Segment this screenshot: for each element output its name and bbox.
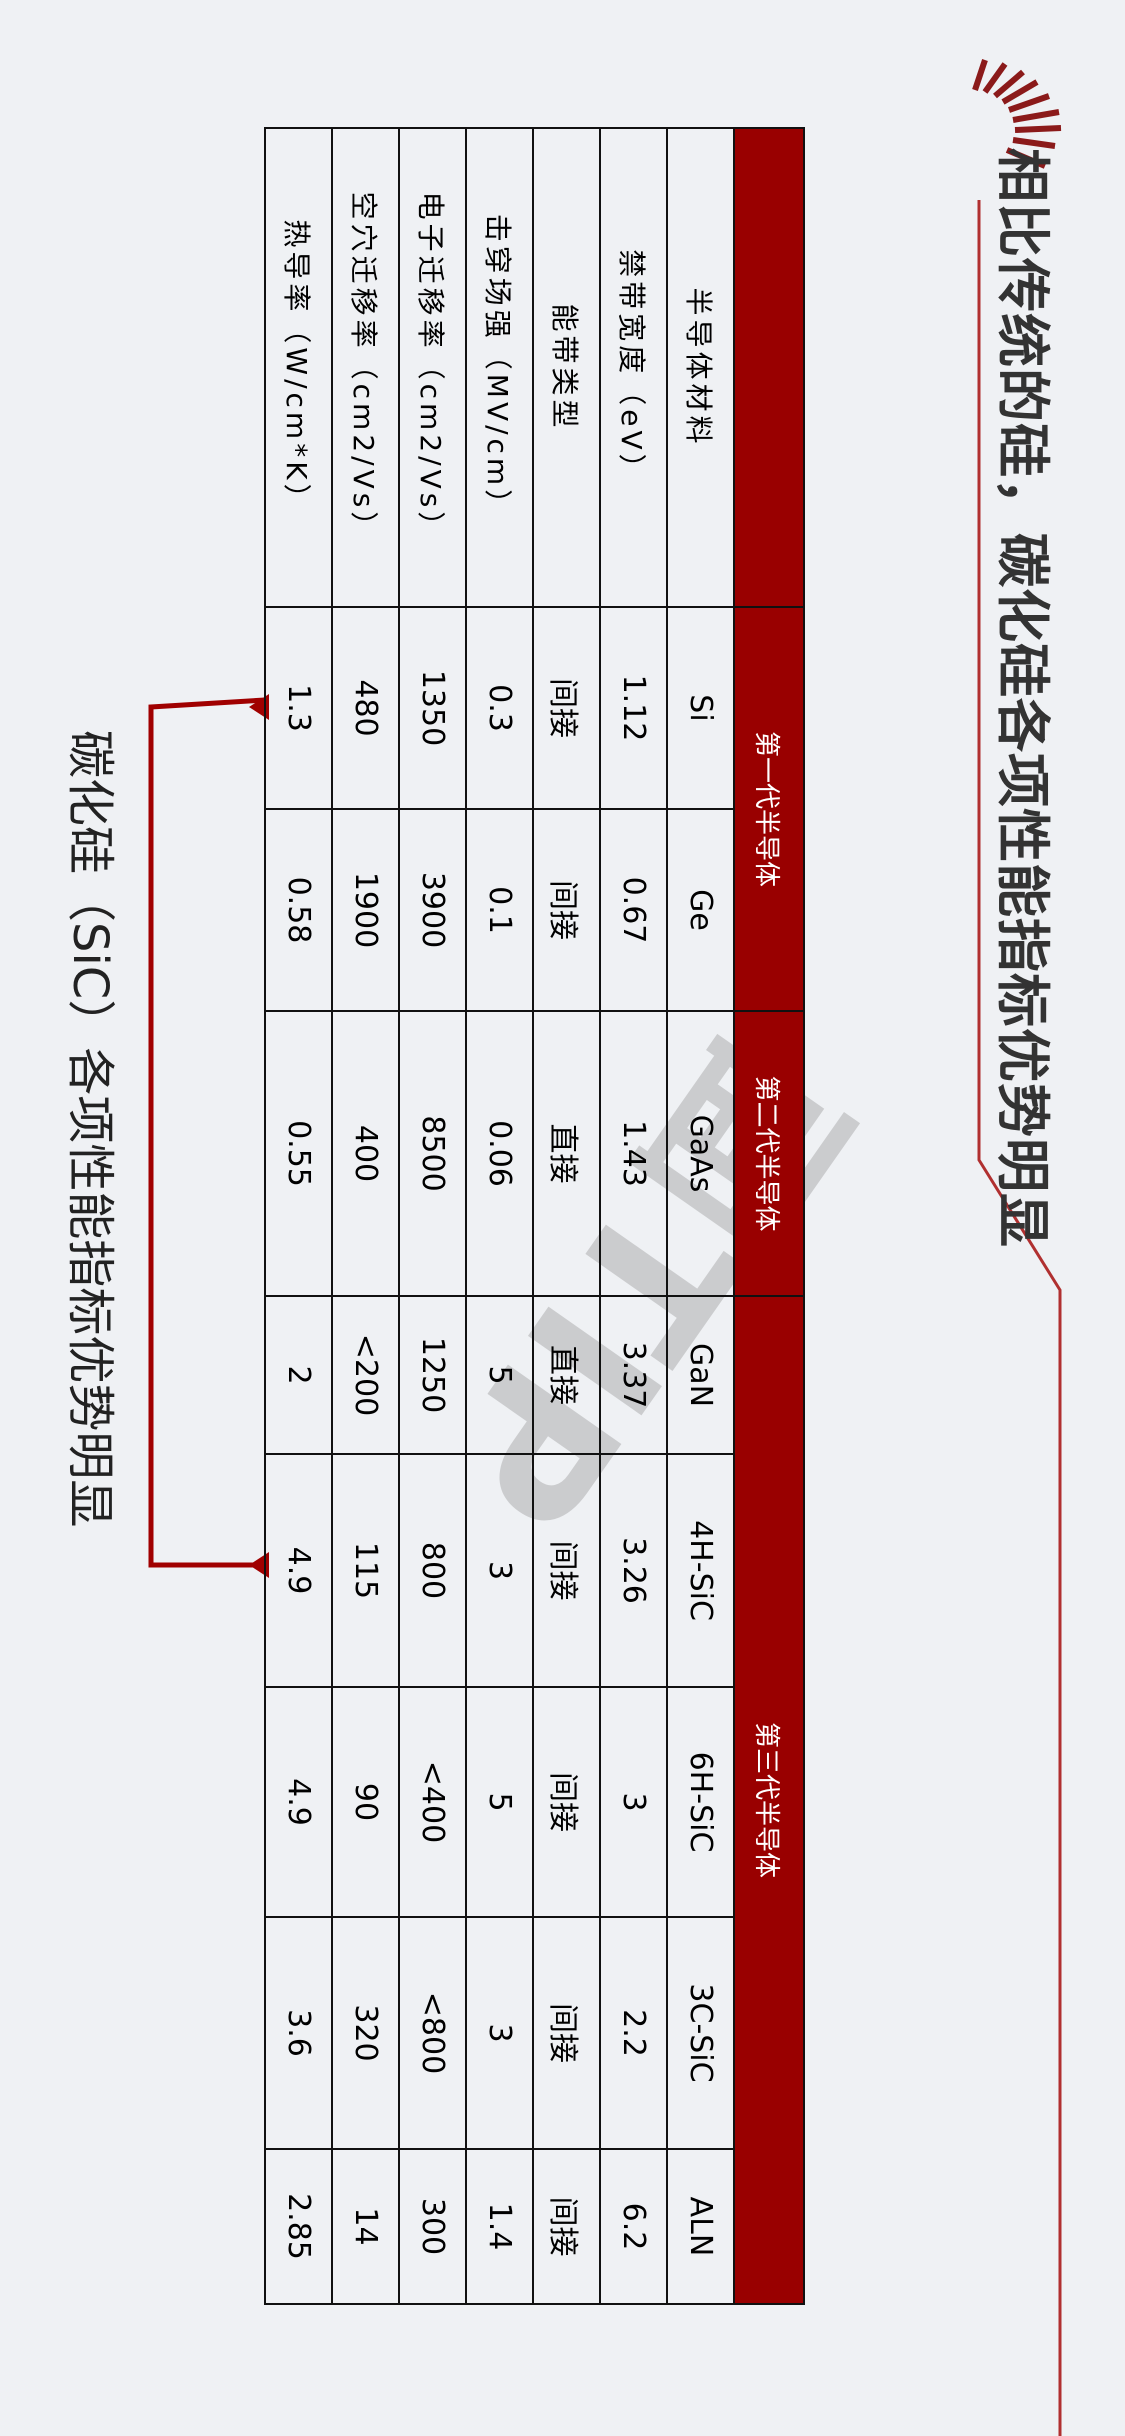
table-cell: 90 [332,1687,399,1917]
group-gen3: 第三代半导体 [734,1296,804,2304]
column-header: 半导体材料 [667,128,734,607]
semiconductor-comparison-table: 第一代半导体 第二代半导体 第三代半导体 半导体材料 Si Ge GaAs Ga… [264,127,805,2305]
table-cell: 2 [265,1296,332,1454]
sunburst-icon [972,59,1062,169]
band-empty [734,128,804,607]
table-cell: 间接 [533,1687,600,1917]
bracket-arrow [148,694,269,1578]
generation-header-row: 第一代半导体 第二代半导体 第三代半导体 [734,128,804,2304]
column-header: 4H-SiC [667,1454,734,1687]
table-row: 击穿场强（MV/cm） 0.3 0.1 0.06 5 3 5 3 1.4 [466,128,533,2304]
table-cell: 0.55 [265,1011,332,1296]
table-cell: 1.43 [600,1011,667,1296]
table-cell: <400 [399,1687,466,1917]
row-label: 热导率（W/cm*K） [265,128,332,607]
table-cell: 0.67 [600,809,667,1011]
table-cell: 5 [466,1687,533,1917]
table-cell: 间接 [533,607,600,809]
row-label: 能带类型 [533,128,600,607]
table-cell: 3.26 [600,1454,667,1687]
table-row: 能带类型 间接 间接 直接 直接 间接 间接 间接 间接 [533,128,600,2304]
table-cell: 直接 [533,1011,600,1296]
table-cell: 间接 [533,2149,600,2304]
table-cell: 4.9 [265,1454,332,1687]
row-label: 禁带宽度（eV） [600,128,667,607]
table-cell: 5 [466,1296,533,1454]
column-header: Ge [667,809,734,1011]
table-cell: 0.1 [466,809,533,1011]
table-row: 电子迁移率（cm2/Vs） 1350 3900 8500 1250 800 <400 <800… [399,128,466,2304]
column-header: 6H-SiC [667,1687,734,1917]
table-cell: 间接 [533,1917,600,2149]
column-header: GaN [667,1296,734,1454]
row-label: 空穴迁移率（cm2/Vs） [332,128,399,607]
table-cell: 14 [332,2149,399,2304]
table-cell: 480 [332,607,399,809]
table-cell: 400 [332,1011,399,1296]
table-cell: 1.12 [600,607,667,809]
table-cell: 3.37 [600,1296,667,1454]
table-cell: 4.9 [265,1687,332,1917]
table-cell: 1.3 [265,607,332,809]
table-cell: 800 [399,1454,466,1687]
column-header: 3C-SiC [667,1917,734,2149]
figure-caption: 碳化硅（SiC）各项性能指标优势明显 [62,730,118,1528]
table-header-row: 半导体材料 Si Ge GaAs GaN 4H-SiC 6H-SiC 3C-Si… [667,128,734,2304]
table-cell: 1350 [399,607,466,809]
table-cell: 直接 [533,1296,600,1454]
table-cell: 3900 [399,809,466,1011]
table-row: 空穴迁移率（cm2/Vs） 480 1900 400 <200 115 90 320 14 [332,128,399,2304]
table-cell: 6.2 [600,2149,667,2304]
table-cell: 3 [600,1687,667,1917]
table-cell: 0.58 [265,809,332,1011]
table-cell: <800 [399,1917,466,2149]
table-cell: 2.85 [265,2149,332,2304]
table-cell: 1250 [399,1296,466,1454]
table-cell: <200 [332,1296,399,1454]
group-gen2: 第二代半导体 [734,1011,804,1296]
table-row: 热导率（W/cm*K） 1.3 0.58 0.55 2 4.9 4.9 3.6 2.85 [265,128,332,2304]
page-title: 相比传统的硅，碳化硅各项性能指标优势明显 [991,148,1054,1248]
table-row: 禁带宽度（eV） 1.12 0.67 1.43 3.37 3.26 3 2.2 6.2 [600,128,667,2304]
table-cell: 300 [399,2149,466,2304]
table-cell: 2.2 [600,1917,667,2149]
table-cell: 0.06 [466,1011,533,1296]
table-cell: 间接 [533,1454,600,1687]
table-cell: 3 [466,1917,533,2149]
table-cell: 1900 [332,809,399,1011]
title-underline [977,200,1062,2436]
column-header: GaAs [667,1011,734,1296]
group-gen1: 第一代半导体 [734,607,804,1011]
table-cell: 115 [332,1454,399,1687]
table-cell: 320 [332,1917,399,2149]
table-cell: 1.4 [466,2149,533,2304]
table-cell: 3.6 [265,1917,332,2149]
column-header: Si [667,607,734,809]
row-label: 电子迁移率（cm2/Vs） [399,128,466,607]
row-label: 击穿场强（MV/cm） [466,128,533,607]
table-cell: 8500 [399,1011,466,1296]
table-cell: 间接 [533,809,600,1011]
column-header: ALN [667,2149,734,2304]
table-cell: 3 [466,1454,533,1687]
table-cell: 0.3 [466,607,533,809]
